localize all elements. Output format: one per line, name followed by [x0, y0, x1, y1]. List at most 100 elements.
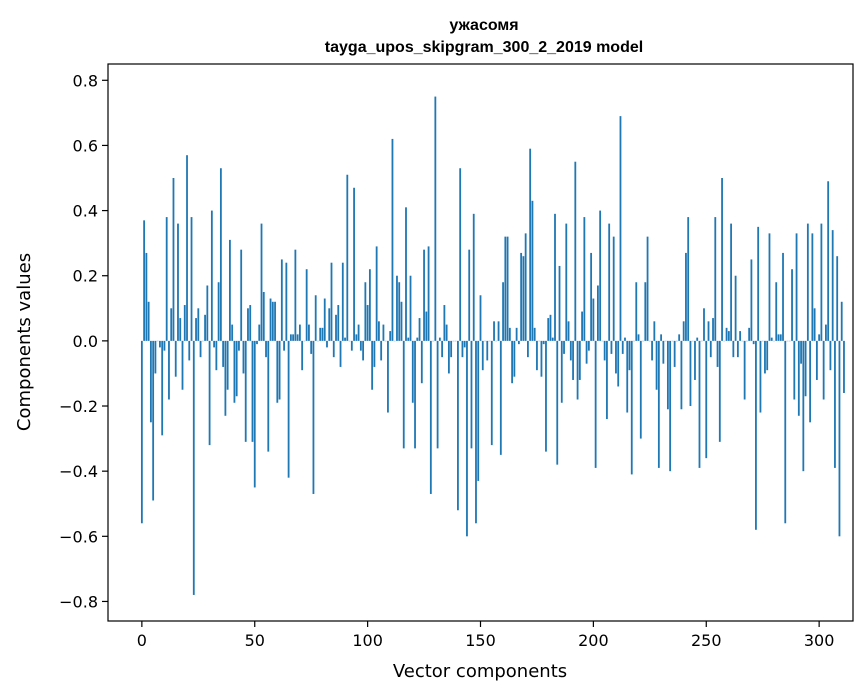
- bar-96: [357, 324, 360, 341]
- y-tick-label: 0.4: [73, 202, 98, 221]
- bar-130: [434, 96, 437, 341]
- bar-144: [466, 340, 468, 537]
- bar-219: [635, 282, 638, 341]
- bar-171: [527, 340, 529, 358]
- bar-267: [743, 340, 746, 400]
- bar-159: [499, 340, 502, 455]
- bar-303: [825, 324, 827, 341]
- bar-217: [630, 340, 633, 475]
- bar-102: [371, 340, 374, 390]
- bar-12: [168, 340, 170, 400]
- bar-43: [238, 340, 240, 351]
- bar-224: [646, 236, 649, 341]
- bar-86: [335, 314, 337, 341]
- bar-163: [508, 327, 511, 341]
- bar-242: [687, 217, 690, 341]
- bar-165: [513, 340, 516, 377]
- x-tick-label: 50: [245, 631, 265, 650]
- bar-184: [556, 340, 559, 465]
- bar-57: [269, 298, 272, 341]
- y-tick-label: 0.8: [73, 71, 98, 90]
- bar-289: [793, 340, 796, 400]
- bar-201: [594, 340, 597, 468]
- bar-207: [608, 223, 611, 341]
- y-tick-label: 0.6: [73, 136, 98, 155]
- bar-113: [396, 275, 398, 341]
- bar-83: [328, 308, 331, 341]
- bar-160: [502, 282, 504, 341]
- bar-30: [208, 340, 211, 446]
- bar-29: [206, 285, 209, 341]
- bar-97: [359, 340, 362, 351]
- bar-137: [450, 340, 453, 358]
- bar-236: [673, 340, 676, 367]
- bar-38: [226, 340, 229, 390]
- bar-118: [407, 337, 410, 341]
- bar-121: [414, 340, 416, 449]
- bar-181: [549, 314, 552, 341]
- bar-274: [759, 340, 762, 413]
- bar-283: [779, 334, 782, 341]
- bar-300: [818, 334, 821, 341]
- bar-158: [497, 321, 500, 341]
- bar-51: [256, 340, 258, 345]
- x-axis-ticks: 0 50 100 150 200 250 300: [137, 621, 834, 650]
- bar-11: [165, 217, 168, 341]
- bar-251: [707, 321, 710, 341]
- bar-6: [154, 340, 157, 374]
- bar-67: [292, 334, 295, 341]
- bar-187: [563, 340, 565, 354]
- bar-68: [294, 249, 297, 341]
- bar-119: [409, 275, 412, 341]
- bar-272: [755, 340, 757, 530]
- bar-203: [599, 210, 602, 341]
- bar-79: [319, 327, 322, 341]
- bar-263: [734, 275, 737, 341]
- bar-126: [425, 311, 428, 341]
- bar-194: [578, 340, 581, 380]
- bar-101: [368, 269, 371, 341]
- bar-69: [296, 334, 299, 341]
- bar-75: [310, 340, 313, 354]
- bar-53: [260, 223, 263, 341]
- bar-149: [477, 340, 480, 481]
- bar-228: [655, 340, 658, 390]
- bar-173: [531, 200, 534, 341]
- bar-115: [400, 301, 403, 341]
- bar-257: [721, 178, 723, 341]
- x-tick-label: 250: [691, 631, 722, 650]
- bar-39: [229, 239, 231, 341]
- bar-125: [423, 249, 425, 341]
- bar-208: [610, 340, 613, 354]
- bar-305: [829, 340, 832, 371]
- bar-47: [247, 308, 249, 341]
- bar-142: [461, 340, 464, 358]
- bar-193: [576, 340, 579, 400]
- bar-88: [339, 340, 342, 367]
- bar-279: [770, 337, 773, 341]
- bar-306: [831, 230, 834, 341]
- bar-114: [398, 282, 401, 341]
- bar-106: [380, 340, 383, 361]
- bar-58: [271, 301, 274, 341]
- x-tick-label: 150: [465, 631, 496, 650]
- bar-177: [540, 340, 543, 377]
- bar-301: [820, 223, 823, 341]
- bar-197: [585, 340, 588, 364]
- bar-150: [479, 295, 482, 341]
- bar-166: [515, 327, 518, 341]
- bar-281: [775, 282, 778, 341]
- bar-71: [301, 340, 304, 371]
- bar-100: [366, 305, 369, 341]
- bar-285: [784, 340, 787, 524]
- bar-132: [438, 337, 441, 341]
- y-tick-label: 0.2: [73, 267, 98, 286]
- bar-13: [170, 308, 173, 341]
- y-axis-ticks: −0.8 −0.6 −0.4 −0.2 0.0 0.2 0.4 0.6 0.8: [59, 71, 108, 611]
- bar-161: [504, 236, 507, 341]
- bar-1: [143, 220, 146, 341]
- bar-89: [341, 262, 344, 341]
- bar-128: [429, 340, 432, 494]
- bar-278: [768, 233, 771, 341]
- bar-205: [603, 340, 606, 361]
